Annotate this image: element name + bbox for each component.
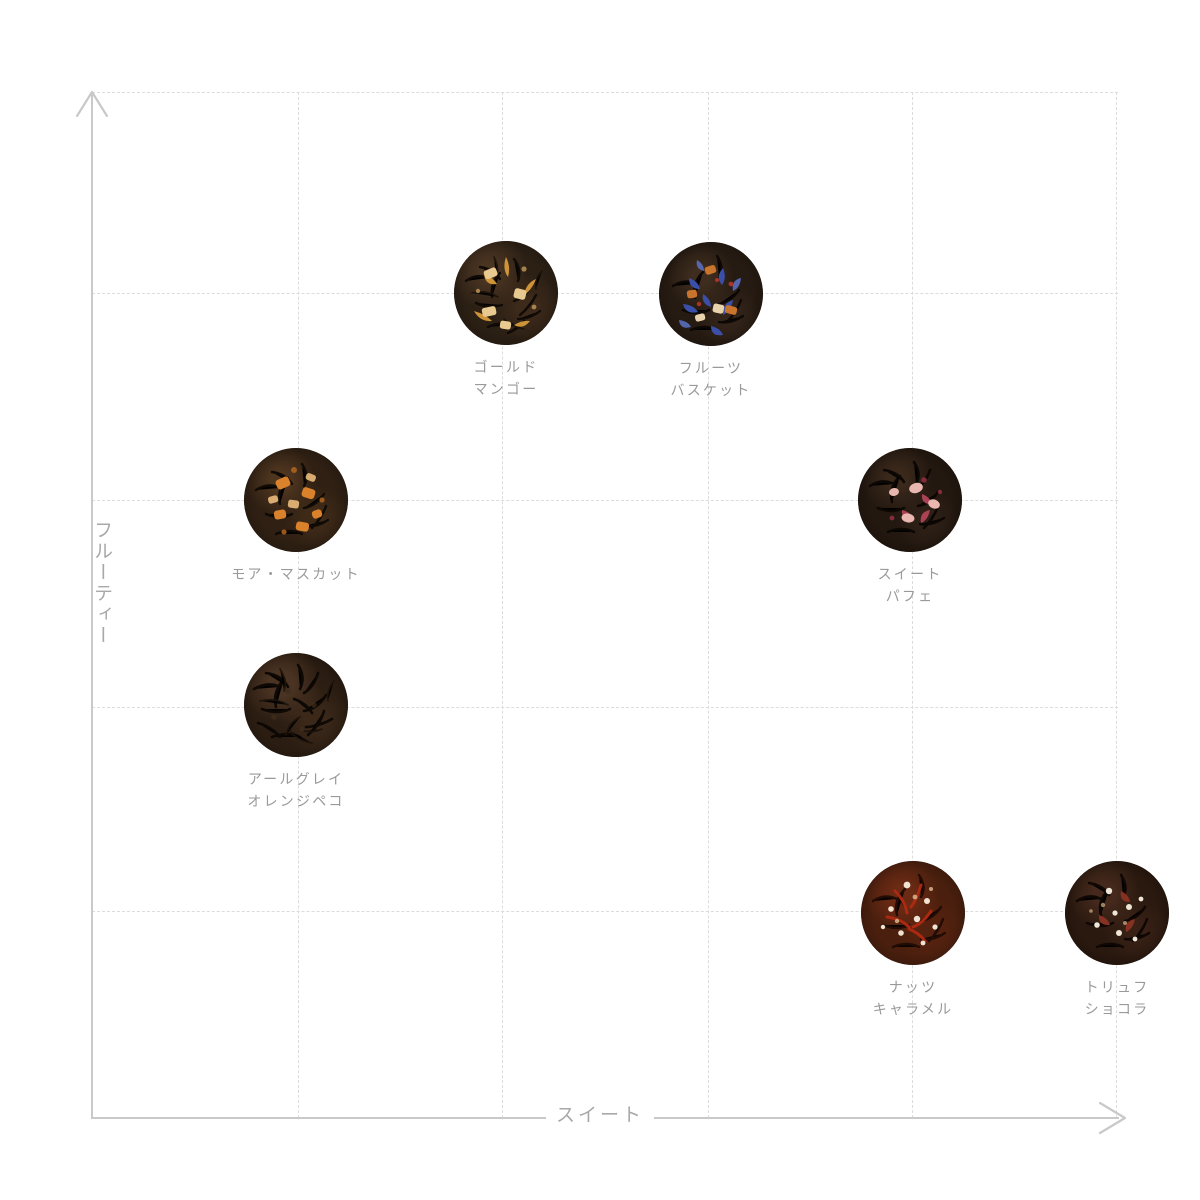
arrow-right-icon (1094, 1099, 1132, 1137)
tea-label-fruits-basket: フルーツ バスケット (670, 360, 752, 398)
gridline-horizontal (92, 500, 1118, 501)
tea-label-nuts-caramel: ナッツ キャラメル (872, 979, 954, 1017)
tea-leaf-photo-fruits-basket (659, 242, 763, 346)
gridline-vertical (912, 92, 913, 1118)
tea-leaf-photo-earl-grey-orange-pekoe (244, 653, 348, 757)
leaf-texture (252, 663, 335, 744)
gridline-horizontal (92, 911, 1118, 912)
gridline-vertical (298, 92, 299, 1118)
tea-item-fruits-basket[interactable]: フルーツ バスケット (601, 242, 821, 401)
tea-leaf-photo-nuts-caramel (861, 861, 965, 965)
y-axis-line (91, 92, 93, 1119)
leaf-texture (254, 462, 330, 536)
x-axis-label-text: スイート (545, 1105, 654, 1126)
leaf-texture (868, 460, 946, 534)
tea-label-earl-grey-orange-pekoe: アールグレイ オレンジペコ (247, 771, 345, 809)
leaf-texture (1075, 873, 1151, 949)
tea-label-sweet-parfait: スイート パフェ (877, 566, 943, 604)
tea-label-gold-mango: ゴールド マンゴー (473, 359, 539, 397)
gridline-horizontal (92, 293, 1118, 294)
tea-item-truffle-chocolat[interactable]: トリュフ ショコラ (1007, 861, 1200, 1020)
leaf-texture (464, 256, 543, 335)
leaf-texture (671, 254, 745, 336)
tea-leaf-photo-sweet-parfait (858, 448, 962, 552)
tea-label-more-muscat: モア・マスカット (231, 566, 361, 582)
y-axis-label: フルーティー (91, 520, 112, 646)
tea-leaf-photo-more-muscat (244, 448, 348, 552)
tea-item-sweet-parfait[interactable]: スイート パフェ (800, 448, 1020, 607)
leaf-texture (871, 873, 947, 949)
gridline-vertical (708, 92, 709, 1118)
gridline-horizontal (92, 707, 1118, 708)
gridline-horizontal (92, 92, 1118, 93)
gridline-vertical (1116, 92, 1117, 1118)
x-axis-label: スイート (0, 1100, 1200, 1127)
tea-item-nuts-caramel[interactable]: ナッツ キャラメル (803, 861, 1023, 1020)
gridline-vertical (502, 92, 503, 1118)
tea-item-earl-grey-orange-pekoe[interactable]: アールグレイ オレンジペコ (186, 653, 406, 812)
tea-leaf-photo-truffle-chocolat (1065, 861, 1169, 965)
tea-item-more-muscat[interactable]: モア・マスカット (186, 448, 406, 586)
tea-leaf-photo-gold-mango (454, 241, 558, 345)
arrow-up-icon (73, 88, 111, 122)
tea-item-gold-mango[interactable]: ゴールド マンゴー (396, 241, 616, 400)
tea-label-truffle-chocolat: トリュフ ショコラ (1084, 979, 1150, 1017)
